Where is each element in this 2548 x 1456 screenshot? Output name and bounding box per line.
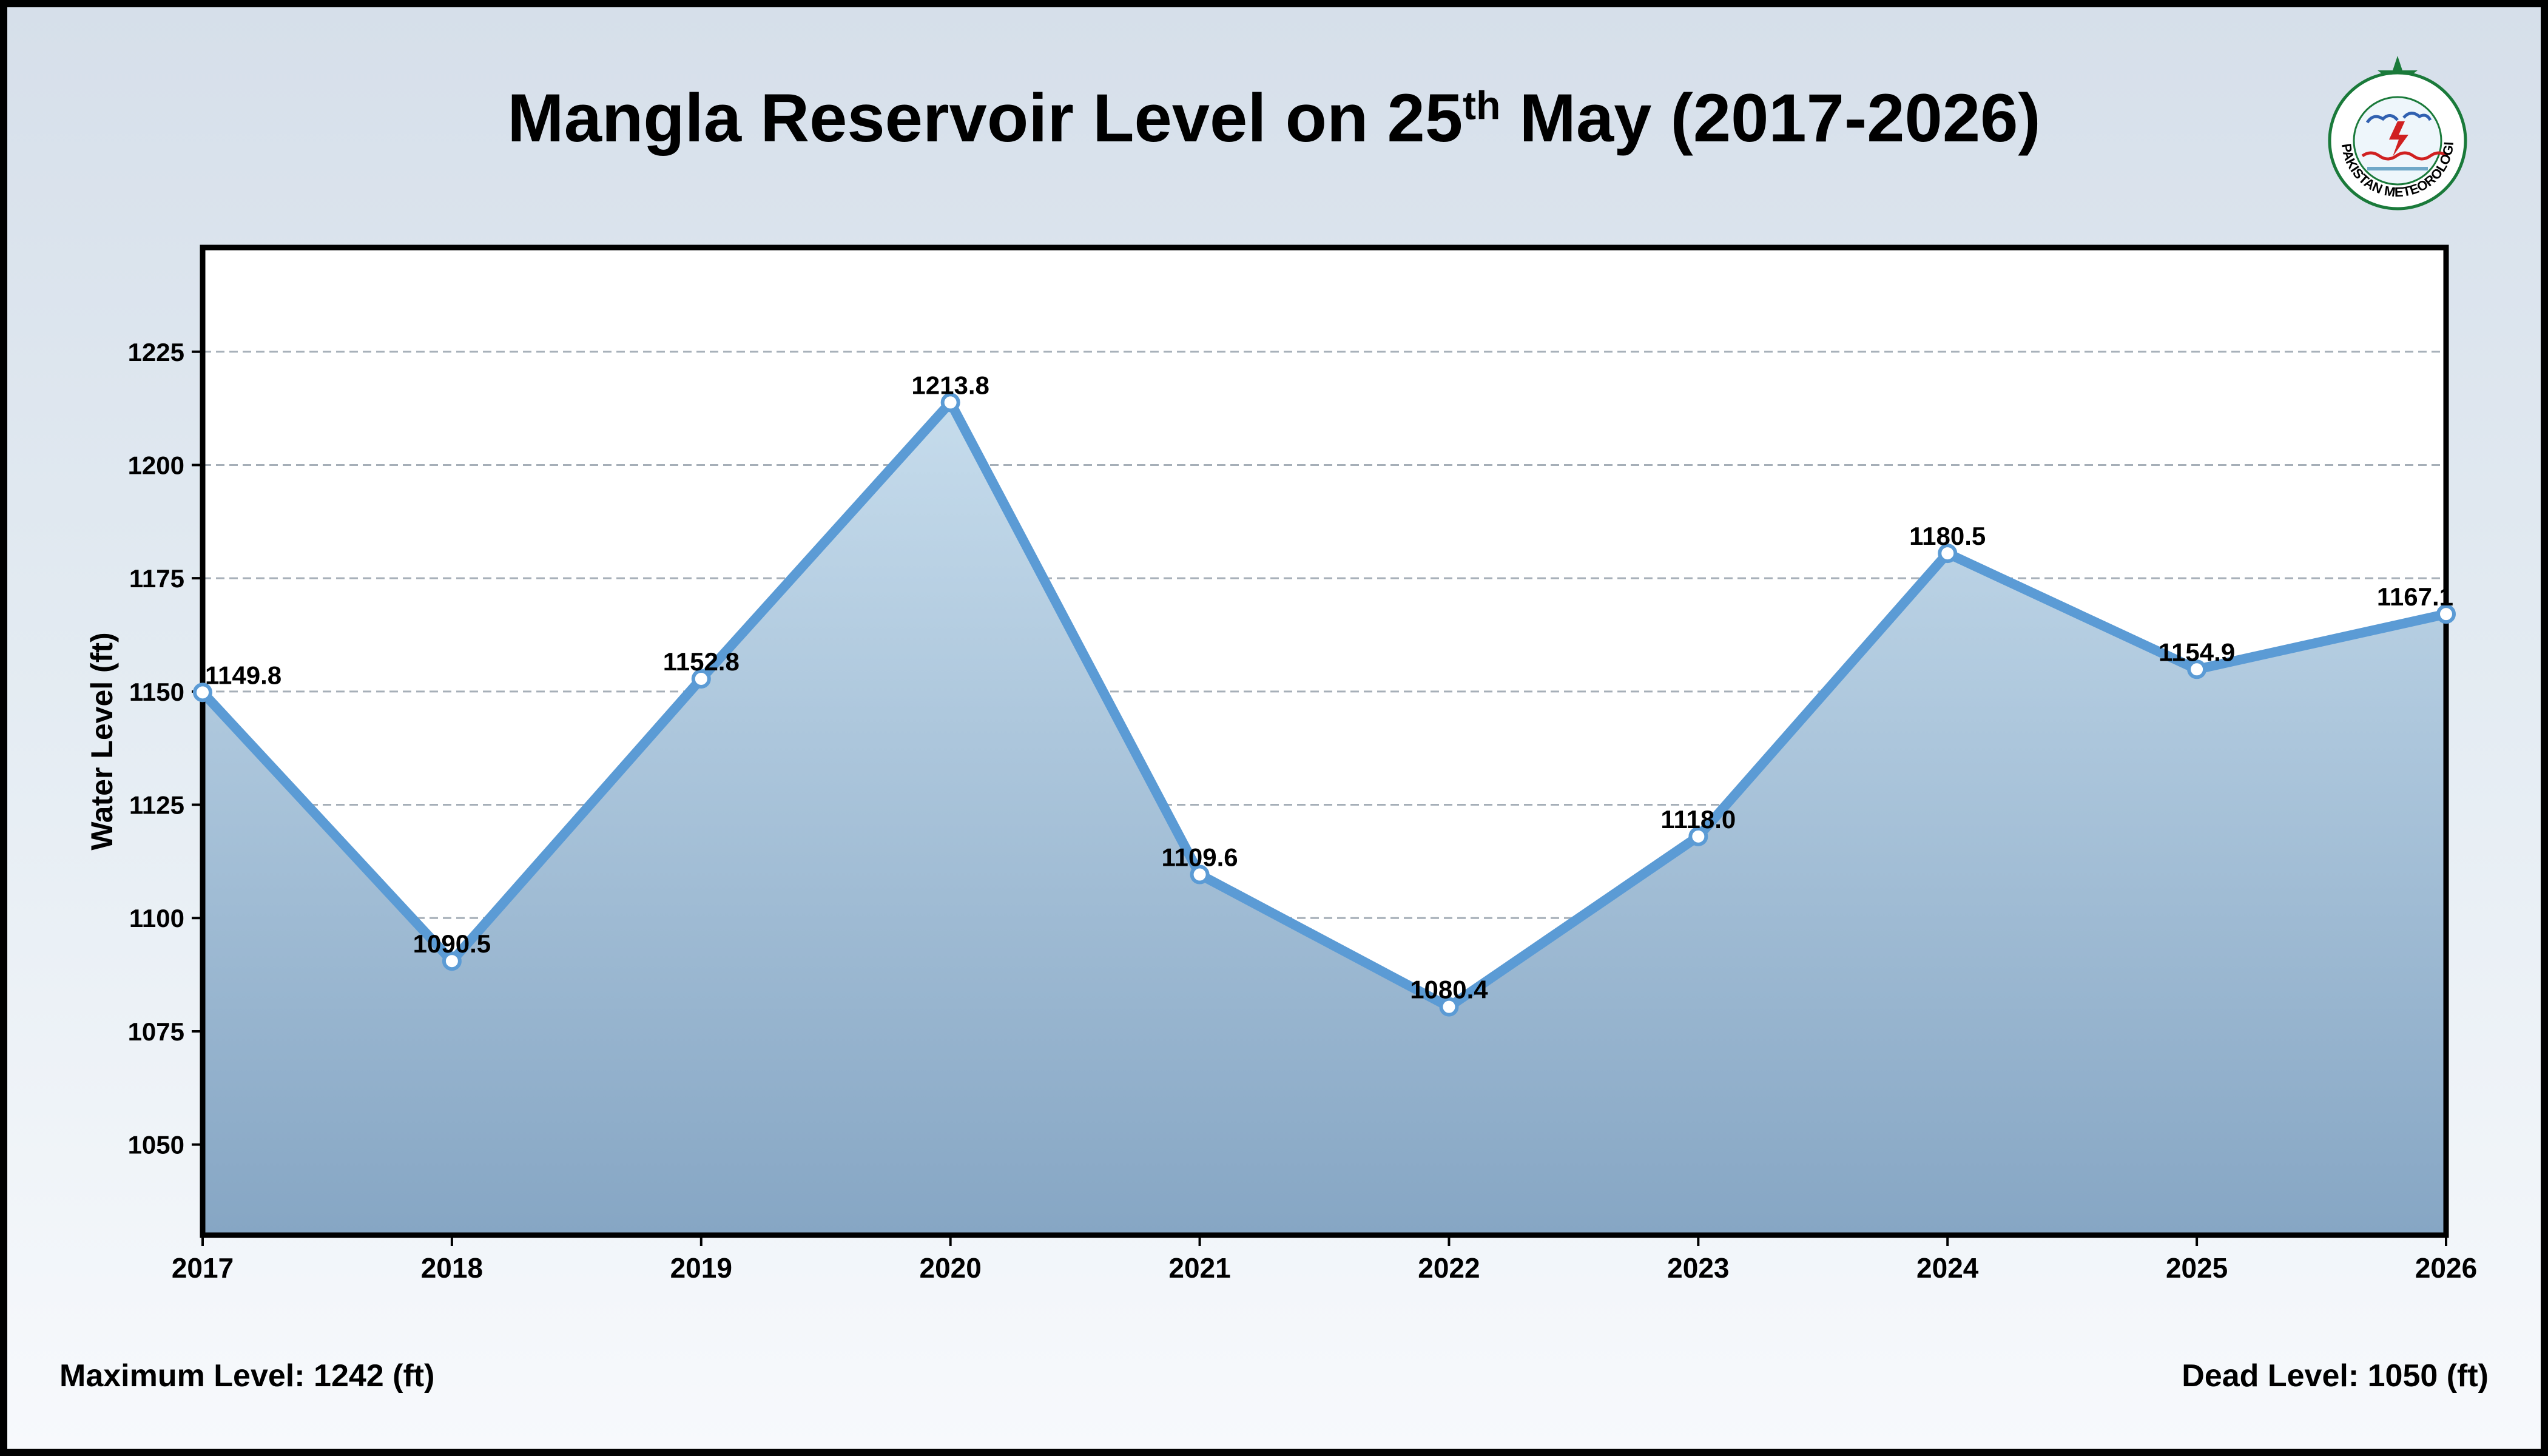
x-tick-label: 2018 [421, 1252, 483, 1284]
x-tick-label: 2019 [670, 1252, 732, 1284]
data-point [940, 393, 960, 413]
maximum-level-note: Maximum Level: 1242 (ft) [59, 1358, 435, 1394]
data-point [193, 682, 212, 703]
data-label: 1152.8 [663, 647, 740, 676]
chart-title: Mangla Reservoir Level on 25th May (2017… [7, 79, 2541, 157]
x-tick-label: 2024 [1916, 1252, 1979, 1284]
data-label: 1149.8 [205, 661, 281, 689]
data-label: 1090.5 [413, 929, 491, 958]
data-point [442, 951, 462, 971]
x-tick-label: 2021 [1168, 1252, 1230, 1284]
data-label: 1109.6 [1161, 843, 1238, 872]
y-tick-label: 1125 [129, 791, 184, 820]
y-tick-label: 1150 [129, 678, 184, 706]
dead-level-note: Dead Level: 1050 (ft) [2182, 1358, 2489, 1394]
data-label: 1118.0 [1660, 805, 1736, 834]
data-label: 1213.8 [911, 371, 989, 399]
x-tick-label: 2017 [172, 1252, 234, 1284]
x-tick-label: 2022 [1418, 1252, 1480, 1284]
y-tick-label: 1050 [128, 1131, 184, 1159]
data-point [2187, 659, 2207, 679]
y-tick-label: 1175 [129, 564, 184, 593]
data-point [1190, 864, 1210, 885]
data-point [1439, 997, 1459, 1017]
data-label: 1154.9 [2159, 638, 2235, 666]
y-tick-label: 1200 [128, 451, 184, 479]
y-axis-label: Water Level (ft) [85, 632, 119, 850]
title-suffix: May (2017-2026) [1500, 80, 2041, 156]
data-label: 1080.4 [1410, 976, 1488, 1004]
series-line [203, 397, 2446, 1012]
y-tick-label: 1225 [128, 338, 184, 366]
data-label: 1167.1 [2377, 582, 2453, 611]
data-label: 1180.5 [1909, 522, 1986, 550]
title-text: Mangla Reservoir Level on 25 [507, 80, 1463, 156]
x-tick-label: 2023 [1667, 1252, 1729, 1284]
data-point [1688, 826, 1708, 846]
x-tick-label: 2026 [2415, 1252, 2477, 1284]
plot-border [200, 244, 2449, 1238]
title-superscript: th [1463, 83, 1501, 128]
y-tick-label: 1100 [129, 904, 184, 932]
data-point [1938, 544, 1958, 564]
data-point [691, 669, 711, 689]
x-tick-label: 2020 [919, 1252, 981, 1284]
y-tick-label: 1075 [128, 1017, 184, 1046]
x-tick-label: 2025 [2166, 1252, 2228, 1284]
pmd-logo-icon: PAKISTAN METEOROLOGICAL DEPARTMENT [2307, 50, 2467, 211]
data-point [2436, 604, 2456, 624]
